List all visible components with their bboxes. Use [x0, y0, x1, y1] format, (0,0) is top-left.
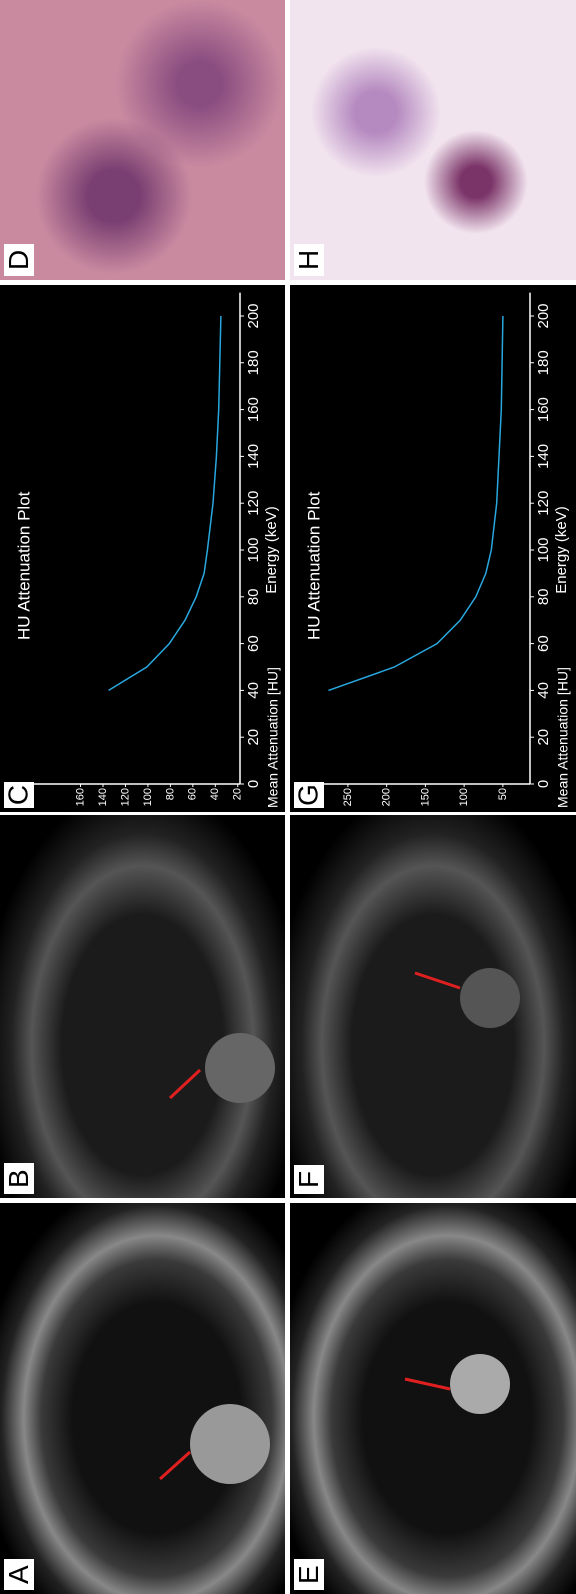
x-tick-label: 20: [535, 729, 552, 746]
y-axis-label: Mean Attenuation [HU]: [555, 667, 571, 808]
y-tick-label: 20: [232, 788, 244, 800]
histology-image: H: [290, 0, 576, 280]
x-tick-label: 60: [245, 635, 262, 652]
chart-title: HU Attenuation Plot: [304, 491, 323, 640]
arrow: [290, 1203, 576, 1594]
data-line: [109, 316, 221, 690]
chart: G HU Attenuation Plot 0 20 40 60 80 100 120 140 16…: [290, 285, 576, 812]
ct-image: F: [290, 815, 576, 1198]
x-axis-label: Energy (keV): [553, 506, 570, 594]
figure-content: A B CHU Attenuation Plot0204060801001201…: [0, 0, 576, 1594]
figure: A B CHU Attenuation Plot0204060801001201…: [0, 0, 576, 1594]
histology-image: D: [0, 0, 285, 280]
panel-label: G: [292, 784, 323, 806]
chart-panel: G HU Attenuation Plot 0 20 40 60 80 100 120 140 16…: [290, 285, 576, 812]
y-tick-label: 200: [381, 788, 393, 806]
arrow: [0, 815, 285, 1198]
x-tick-label: 100: [535, 537, 552, 562]
x-tick-label: 180: [245, 350, 262, 375]
panel-label: E: [294, 1559, 324, 1590]
arrow: [0, 1203, 285, 1594]
panel-label: D: [4, 244, 34, 276]
x-tick-label: 120: [245, 491, 262, 516]
panel-label: H: [294, 244, 324, 276]
x-tick-label: 80: [535, 588, 552, 605]
x-tick-label: 160: [535, 397, 552, 422]
panel-label: F: [294, 1165, 324, 1194]
x-tick-label: 140: [535, 444, 552, 469]
data-line: [329, 316, 503, 690]
y-tick-label: 140: [97, 788, 109, 806]
y-tick-label: 150: [419, 788, 431, 806]
y-tick-label: 100: [458, 788, 470, 806]
y-tick-label: 250: [342, 788, 354, 806]
chart: CHU Attenuation Plot02040608010012014016…: [0, 285, 285, 812]
ct-image: B: [0, 815, 285, 1198]
x-tick-label: 0: [245, 780, 262, 788]
x-tick-label: 180: [535, 350, 552, 375]
y-tick-label: 50: [497, 788, 509, 800]
y-axis-label: Mean Attenuation [HU]: [265, 667, 281, 808]
y-tick-label: 40: [209, 788, 221, 800]
x-tick-label: 160: [245, 397, 262, 422]
x-axis-label: Energy (keV): [263, 506, 280, 594]
x-tick-label: 0: [535, 780, 552, 788]
y-tick-label: 80: [164, 788, 176, 800]
x-tick-label: 60: [535, 635, 552, 652]
x-tick-label: 140: [245, 444, 262, 469]
y-tick-label: 60: [187, 788, 199, 800]
y-tick-label: 120: [119, 788, 131, 806]
chart-title: HU Attenuation Plot: [14, 491, 33, 640]
x-tick-label: 100: [245, 537, 262, 562]
x-tick-label: 120: [535, 491, 552, 516]
panel-label: A: [4, 1559, 34, 1590]
x-tick-label: 40: [245, 682, 262, 699]
x-tick-label: 80: [245, 588, 262, 605]
y-tick-label: 100: [142, 788, 154, 806]
arrow: [290, 815, 576, 1198]
y-tick-label: 160: [74, 788, 86, 806]
panel-label: B: [4, 1163, 34, 1194]
x-tick-label: 40: [535, 682, 552, 699]
ct-image: A: [0, 1203, 285, 1594]
x-tick-label: 20: [245, 729, 262, 746]
ct-image: E: [290, 1203, 576, 1594]
x-tick-label: 200: [535, 303, 552, 328]
x-tick-label: 200: [245, 303, 262, 328]
panel-label: C: [2, 785, 33, 805]
